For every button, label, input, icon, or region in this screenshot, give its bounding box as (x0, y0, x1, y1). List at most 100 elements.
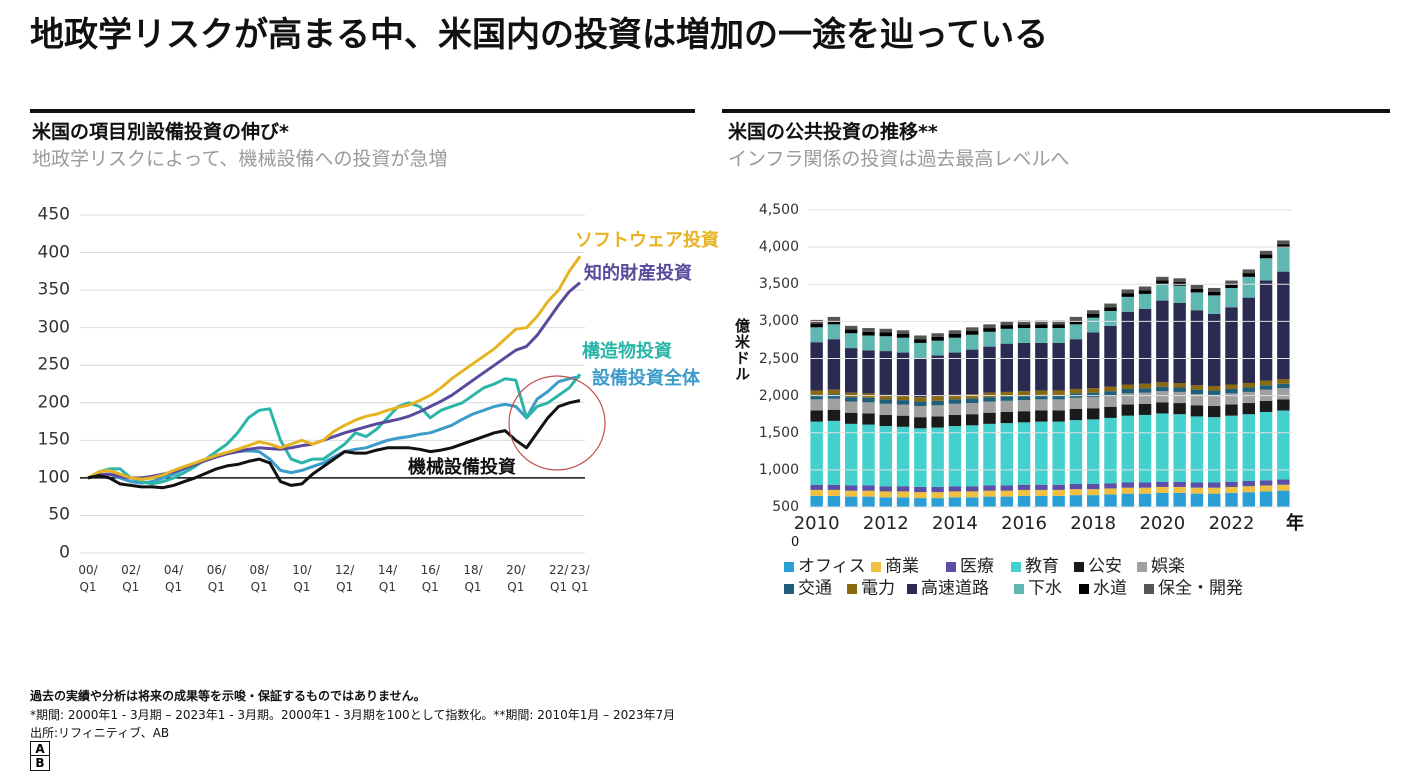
y-tick-label: 400 (37, 242, 70, 263)
bar-segment (1277, 383, 1290, 389)
bar-segment (1104, 494, 1117, 507)
bar-segment (983, 346, 996, 393)
bar-segment (1156, 492, 1169, 507)
bar-segment (827, 484, 841, 490)
bar-segment (810, 394, 823, 400)
x-tick-label: 00/ Q1 (78, 563, 98, 594)
bar-segment (1121, 415, 1135, 483)
bar-segment (931, 492, 944, 499)
bar-segment (965, 425, 979, 487)
bar-segment (1190, 493, 1204, 507)
bar-segment (1069, 388, 1083, 394)
series-line (87, 373, 582, 486)
y-tick-label: 100 (37, 467, 70, 488)
legend-label: 医療 (960, 556, 994, 577)
bar-segment (810, 327, 823, 343)
y-tick-label: 4,000 (758, 239, 799, 256)
bar-segment (1259, 411, 1273, 481)
x-tick-label: 2018 (1070, 513, 1117, 534)
bar-segment (965, 497, 979, 507)
bar-segment (1017, 342, 1031, 392)
bar-segment (914, 397, 927, 402)
y-tick-label: 350 (37, 279, 70, 300)
bar-segment (1069, 483, 1083, 490)
footnote: *期間: 2000年1 - 3月期 – 2023年1 - 3月期。2000年1 … (30, 708, 676, 722)
bar-segment (948, 333, 962, 338)
legend-label: 保全・開発 (1158, 578, 1243, 599)
bar-segment (1225, 393, 1238, 405)
bar-segment (1086, 317, 1100, 333)
bar-segment (810, 399, 823, 411)
bar-segment (1052, 410, 1065, 422)
bar-segment (914, 428, 927, 487)
bar-segment (1225, 287, 1238, 308)
bar-segment (965, 491, 979, 498)
bar-segment (1225, 492, 1238, 507)
legend-swatch (1074, 562, 1084, 572)
bar-segment (1086, 408, 1100, 420)
y-tick-label: 450 (37, 204, 70, 225)
bar-segment (914, 339, 927, 343)
bar-segment (931, 405, 944, 417)
bar-segment (827, 339, 841, 390)
bar-segment (914, 357, 927, 398)
bar-segment (965, 394, 979, 399)
bar-segment (931, 400, 944, 406)
bar-segment (983, 328, 996, 332)
bar-segment (862, 335, 875, 351)
x-tick-label: 10/ Q1 (292, 563, 312, 594)
bar-segment (1121, 388, 1135, 394)
bar-segment (1104, 391, 1117, 396)
bar-segment (1277, 379, 1290, 384)
bar-segment (1069, 408, 1083, 421)
bar-segment (1277, 484, 1290, 491)
bar-segment (965, 327, 979, 332)
bar-segment (931, 498, 944, 507)
bar-segment (1138, 482, 1152, 488)
bar-segment (1104, 488, 1117, 495)
bar-segment (983, 496, 996, 507)
bar-segment (914, 342, 927, 358)
bar-segment (1242, 391, 1256, 404)
y-tick-label: 150 (37, 429, 70, 450)
series-line (87, 399, 581, 490)
bar-segment (1207, 493, 1221, 507)
bar-segment (1242, 492, 1256, 507)
bar-segment (965, 331, 979, 335)
bar-segment (827, 495, 841, 507)
legend-label: 娯楽 (1151, 556, 1185, 577)
bar-segment (983, 392, 996, 398)
bar-segment (1121, 487, 1135, 494)
bar-segment (1242, 403, 1256, 415)
bar-segment (1138, 487, 1152, 494)
bar-segment (1086, 419, 1100, 484)
bar-segment (983, 490, 996, 497)
bar-segment (965, 334, 979, 350)
bar-segment (862, 397, 875, 403)
bar-segment (862, 413, 875, 425)
bar-segment (1121, 384, 1135, 389)
bar-segment (1017, 489, 1031, 496)
bar-segment (1259, 254, 1273, 259)
legend-swatch (1011, 562, 1021, 572)
bar-segment (1225, 388, 1238, 394)
bar-segment (1138, 392, 1152, 404)
bar-segment (1086, 495, 1100, 507)
bar-segment (1000, 321, 1014, 326)
bar-segment (1156, 276, 1169, 281)
bar-segment (931, 416, 944, 428)
bar-segment (1156, 402, 1169, 414)
bar-segment (879, 497, 893, 507)
bar-segment (1190, 385, 1204, 390)
bar-segment (879, 328, 893, 333)
y-tick-label: 4,500 (758, 202, 799, 218)
logo-letter: A (35, 742, 45, 756)
bar-segment (1121, 393, 1135, 405)
bar-segment (1069, 316, 1083, 321)
bar-segment (844, 397, 858, 402)
bar-segment (1052, 320, 1065, 325)
bar-segment (1207, 390, 1221, 395)
bar-segment (914, 417, 927, 429)
bar-segment (1035, 484, 1048, 490)
